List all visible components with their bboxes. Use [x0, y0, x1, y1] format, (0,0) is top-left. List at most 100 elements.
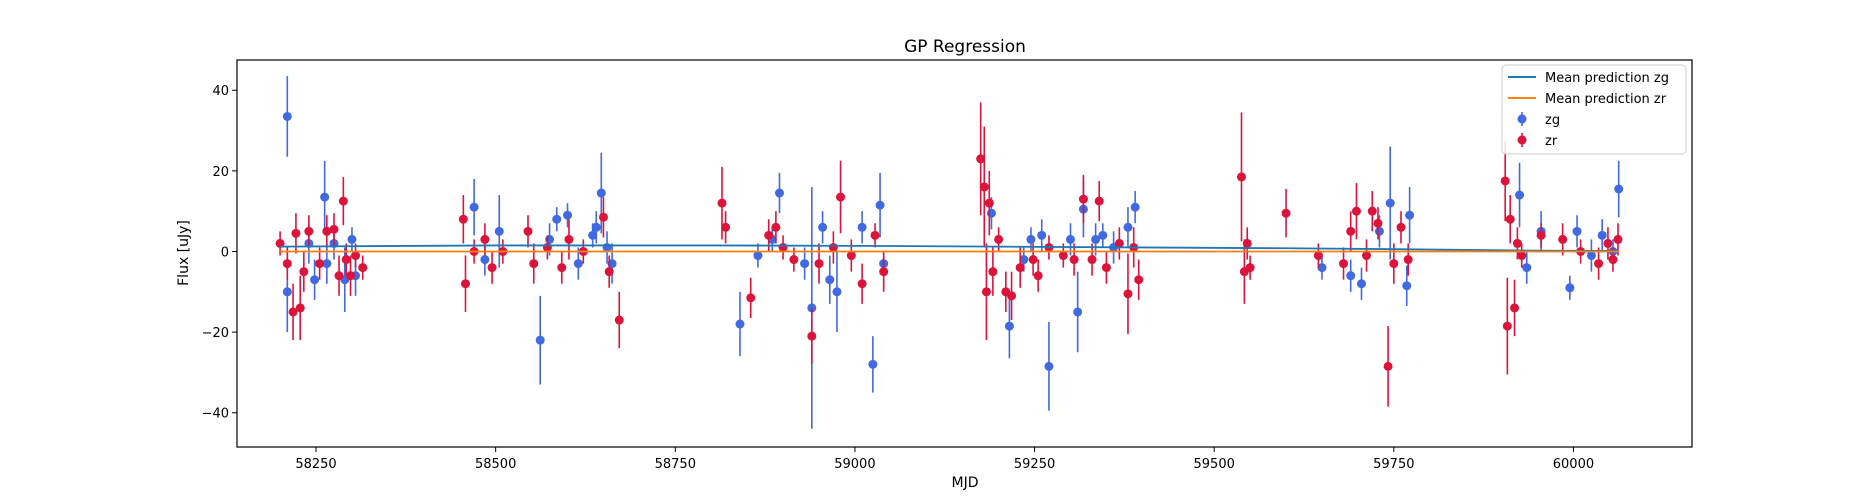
- zr-point: [346, 271, 356, 281]
- zr-point: [1087, 255, 1097, 265]
- zg-point: [1565, 283, 1575, 293]
- zg-point: [1073, 307, 1083, 317]
- zr-point: [981, 287, 991, 297]
- zr-point: [1033, 271, 1043, 281]
- y-tick-label: 20: [212, 165, 229, 180]
- zr-point: [764, 230, 774, 240]
- zr-point: [604, 267, 614, 277]
- zg-point: [1402, 281, 1412, 291]
- zg-point: [825, 275, 835, 285]
- zr-point: [1242, 238, 1252, 248]
- zr-point: [846, 251, 856, 261]
- x-tick-label: 59750: [1373, 457, 1414, 472]
- zg-point: [347, 234, 357, 244]
- zr-point: [557, 263, 567, 273]
- zr-point: [1134, 275, 1144, 285]
- zg-point: [1572, 226, 1582, 236]
- zr-point: [746, 293, 756, 303]
- zr-point: [771, 222, 781, 232]
- zg-point: [1026, 234, 1036, 244]
- x-axis-label: MJD: [952, 475, 979, 491]
- zr-point: [984, 198, 994, 208]
- zg-point: [545, 234, 555, 244]
- zr-point: [1236, 172, 1246, 182]
- zg-point: [1317, 263, 1327, 273]
- zr-point: [1510, 303, 1520, 313]
- zg-point: [1098, 230, 1108, 240]
- zg-point: [494, 226, 504, 236]
- zr-point: [836, 192, 846, 202]
- zg-point: [480, 255, 490, 265]
- x-tick-label: 59500: [1194, 457, 1235, 472]
- zr-point: [1078, 194, 1088, 204]
- zr-point: [1505, 214, 1515, 224]
- legend-label: Mean prediction zg: [1545, 71, 1669, 86]
- zr-point: [1558, 234, 1568, 244]
- x-tick-label: 59250: [1014, 457, 1055, 472]
- zg-point: [1019, 255, 1029, 265]
- zg-point: [800, 259, 810, 269]
- zg-point: [1044, 361, 1054, 371]
- zr-point: [1058, 251, 1068, 261]
- zr-point: [1351, 206, 1361, 216]
- zr-point: [614, 315, 624, 325]
- zr-point: [334, 271, 344, 281]
- zr-point: [789, 255, 799, 265]
- x-tick-label: 58250: [295, 457, 336, 472]
- y-tick-label: −40: [202, 407, 229, 422]
- zr-point: [295, 303, 305, 313]
- zr-point: [1403, 255, 1413, 265]
- zr-point: [564, 234, 574, 244]
- zr-point: [1101, 263, 1111, 273]
- legend-box: [1501, 64, 1687, 155]
- zg-point: [986, 208, 996, 218]
- zg-point: [1597, 230, 1607, 240]
- zr-point: [1383, 361, 1393, 371]
- zg-point: [282, 111, 292, 121]
- zr-point: [1281, 208, 1291, 218]
- zr-point: [1396, 222, 1406, 232]
- y-tick-label: −20: [202, 326, 229, 341]
- zg-point: [875, 200, 885, 210]
- zr-point: [529, 259, 539, 269]
- zr-point: [351, 251, 361, 261]
- legend-marker-swatch: [1517, 114, 1527, 124]
- zr-point: [358, 263, 368, 273]
- zr-point: [1313, 251, 1323, 261]
- zr-point: [994, 234, 1004, 244]
- zg-point: [1346, 271, 1356, 281]
- zr-point: [282, 259, 292, 269]
- zr-point: [1123, 289, 1133, 299]
- x-tick-label: 58500: [475, 457, 516, 472]
- zr-point: [1502, 321, 1512, 331]
- zg-point: [563, 210, 573, 220]
- zg-point: [1091, 234, 1101, 244]
- zr-point: [1015, 263, 1025, 273]
- zg-point: [1614, 184, 1624, 194]
- zr-point: [329, 224, 339, 234]
- zg-point: [469, 202, 479, 212]
- zr-point: [341, 255, 351, 265]
- zr-point: [1007, 291, 1017, 301]
- zg-point: [320, 192, 330, 202]
- zr-point: [814, 259, 824, 269]
- x-tick-label: 60000: [1553, 457, 1594, 472]
- zr-point: [870, 230, 880, 240]
- zr-point: [976, 154, 986, 164]
- zr-point: [299, 267, 309, 277]
- zr-point: [523, 226, 533, 236]
- plot-area: [275, 76, 1624, 429]
- zr-point: [598, 212, 608, 222]
- zr-point: [1389, 259, 1399, 269]
- zr-point: [338, 196, 348, 206]
- zg-point: [1586, 251, 1596, 261]
- zr-point: [1339, 259, 1349, 269]
- zg-point: [282, 287, 292, 297]
- legend-label: zg: [1545, 113, 1560, 128]
- zr-point: [291, 228, 301, 238]
- zr-point: [1367, 206, 1377, 216]
- legend-marker-swatch: [1517, 135, 1527, 145]
- zr-point: [460, 279, 470, 289]
- zr-point: [1603, 238, 1613, 248]
